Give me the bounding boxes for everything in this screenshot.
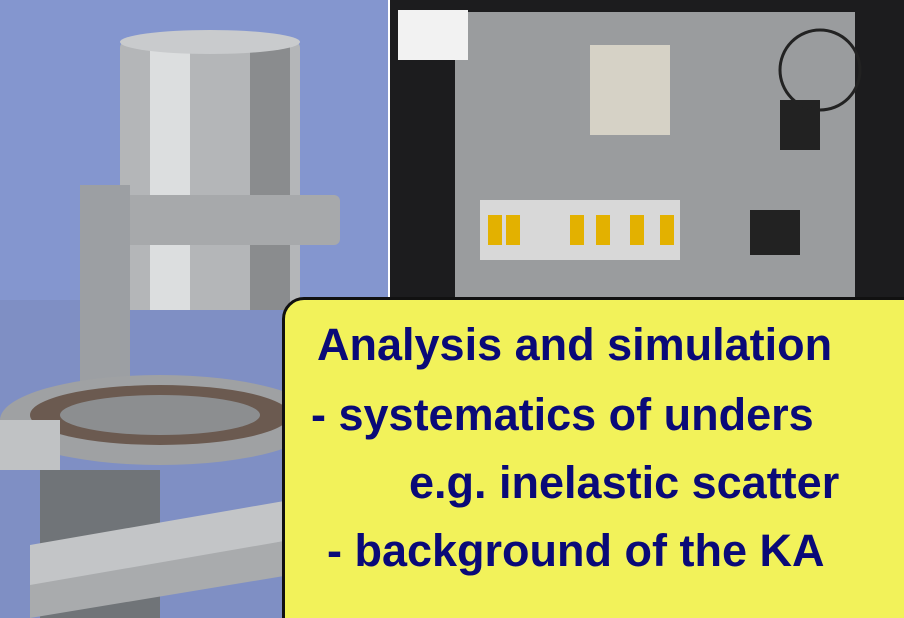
bullet: - systematics of unders <box>311 390 814 440</box>
heading: Analysis and simulation <box>317 320 832 370</box>
clamp <box>120 195 340 245</box>
bullet: - background of the KA <box>327 526 824 576</box>
sub-bullet: e.g. inelastic scatter <box>409 458 839 508</box>
slide: Analysis and simulation - systematics of… <box>0 0 904 618</box>
device <box>590 45 670 135</box>
text-box: Analysis and simulation - systematics of… <box>282 297 904 618</box>
